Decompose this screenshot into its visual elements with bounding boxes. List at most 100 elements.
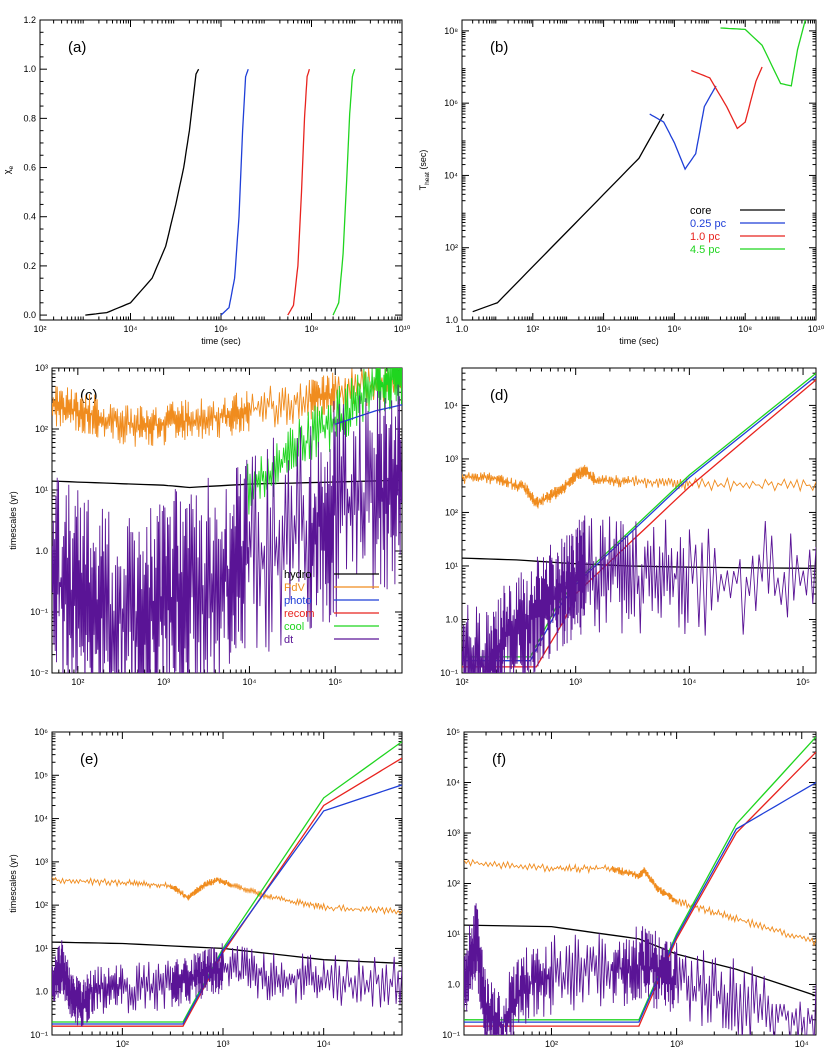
series-line-5 (462, 515, 816, 673)
x-tick-label: 10² (545, 1039, 558, 1049)
x-tick-label: 10³ (217, 1039, 230, 1049)
panel-label: (b) (490, 39, 508, 56)
y-axis-label-main: T (418, 184, 428, 190)
series-line-3 (462, 375, 816, 662)
y-tick-label: 10⁶ (34, 727, 48, 737)
x-tick-label: 10⁸ (305, 324, 319, 334)
x-tick-label: 10² (71, 677, 84, 687)
y-axis-label-suffix: (sec) (418, 150, 428, 173)
y-tick-label: 10⁴ (444, 400, 458, 410)
panel-label: (d) (490, 387, 508, 404)
x-tick-label: 10⁴ (317, 1039, 331, 1049)
legend-label: 0.25 pc (690, 218, 727, 230)
y-tick-label: 10¹ (35, 943, 48, 953)
panel-f: 10²10³10⁴10⁻¹1.010¹10²10³10⁴10⁵simulatio… (442, 727, 817, 1052)
series-group (462, 372, 816, 673)
x-tick-label: 10⁴ (682, 677, 696, 687)
y-axis-label: timescales (yr) (8, 854, 18, 913)
series-line-4 (52, 784, 402, 1025)
y-axis-label-main: timescales (yr) (8, 491, 18, 550)
x-tick-label: 10¹⁰ (394, 324, 411, 334)
series-group (464, 736, 816, 1035)
y-axis-label: χe (2, 165, 15, 174)
series-line-4 (464, 781, 816, 1023)
x-tick-label: 10² (33, 324, 46, 334)
panel-e: 10²10³10⁴10⁻¹1.010¹10²10³10⁴10⁵10⁶simula… (8, 727, 403, 1052)
panel-b: 1.0 10² 10⁴ 10⁶ 10⁸ 10¹⁰ 1.0 10² 10⁴ 10⁶ 10⁸ time (… (418, 19, 825, 346)
y-tick-label: 1.0 (445, 315, 458, 325)
series-line-1 (462, 557, 816, 570)
legend-label: photo (284, 595, 312, 607)
x-tick-label: 10⁴ (597, 324, 611, 334)
series-line-0 (52, 876, 402, 916)
y-tick-label: 10³ (35, 857, 48, 867)
y-tick-label: 10¹ (445, 561, 458, 571)
y-tick-label: 0.8 (23, 113, 36, 123)
y-tick-label: 10² (447, 879, 460, 889)
series-line-2 (52, 741, 402, 1023)
legend-label: recom (284, 608, 315, 620)
series-line-1 (52, 479, 402, 489)
panel-label: (a) (68, 39, 86, 56)
x-axis-label: time (sec) (201, 336, 241, 346)
series-line-1 (649, 85, 717, 171)
series-line-0 (52, 368, 402, 447)
series-line-5 (52, 940, 402, 1027)
panel-a: 10² 10⁴ 10⁶ 10⁸ 10¹⁰ 0.0 0.2 0.4 0.6 0.8 1.0 1.2 tim… (2, 15, 411, 346)
series-line-2 (287, 68, 311, 316)
x-tick-label: 10³ (157, 677, 170, 687)
y-tick-label: 10³ (445, 454, 458, 464)
y-tick-label: 10¹ (447, 929, 460, 939)
series-group (85, 68, 356, 316)
y-tick-label: 0.2 (23, 261, 36, 271)
x-axis-label: time (sec) (619, 336, 659, 346)
y-tick-label: 10² (35, 900, 48, 910)
y-tick-label: 10³ (447, 828, 460, 838)
x-tick-label: 10³ (569, 677, 582, 687)
series-line-0 (472, 113, 665, 313)
legend-label: hydro (284, 569, 312, 581)
y-axis-label-main: χ (2, 169, 12, 174)
series-group (472, 20, 806, 313)
legend-label: 4.5 pc (690, 244, 720, 256)
y-tick-label: 10⁻¹ (30, 1030, 48, 1040)
y-tick-label: 10⁴ (444, 170, 458, 180)
series-group (52, 368, 402, 673)
panel-label: (f) (492, 751, 506, 768)
y-tick-label: 10⁶ (444, 98, 458, 108)
x-tick-label: 10⁴ (795, 1039, 809, 1049)
y-tick-label: 1.0 (445, 614, 458, 624)
y-axis-label-subscript: e (8, 165, 15, 169)
series-line-3 (720, 20, 806, 87)
y-tick-label: 0.0 (23, 310, 36, 320)
y-axis-label-subscript: heat (424, 172, 431, 185)
y-tick-label: 10² (35, 424, 48, 434)
series-line-4 (52, 384, 402, 673)
series-line-1 (464, 924, 816, 997)
x-tick-label: 10¹⁰ (808, 324, 825, 334)
series-line-3 (334, 404, 402, 425)
legend-label: dt (284, 634, 293, 646)
series-line-2 (462, 372, 816, 658)
y-tick-label: 10⁻¹ (442, 1030, 460, 1040)
series-line-0 (462, 464, 816, 509)
y-tick-label: 10⁻¹ (440, 668, 458, 678)
y-tick-label: 10² (445, 507, 458, 517)
x-tick-label: 10⁶ (668, 324, 682, 334)
y-axis-label-main: timescales (yr) (8, 854, 18, 913)
y-tick-label: 10⁵ (34, 770, 48, 780)
x-tick-label: 10² (526, 324, 539, 334)
y-tick-label: 1.0 (35, 546, 48, 556)
x-tick-label: 10⁴ (242, 677, 256, 687)
series-line-5 (464, 903, 816, 1035)
y-tick-label: 10⁴ (446, 778, 460, 788)
legend-label: PdV (284, 582, 305, 594)
series-line-1 (220, 68, 249, 316)
panel-d: 10² 10³ 10⁴ 10⁵ 10⁻¹ 1.0 10¹ 10² 10³ 10⁴ (d) (440, 367, 817, 687)
panel-c: 10² 10³ 10⁴ 10⁵ 10⁻² 10⁻¹ 1.0 10¹ 10² 10³ timescal… (8, 363, 403, 687)
y-tick-label: 10⁴ (34, 814, 48, 824)
y-tick-label: 10⁵ (446, 727, 460, 737)
